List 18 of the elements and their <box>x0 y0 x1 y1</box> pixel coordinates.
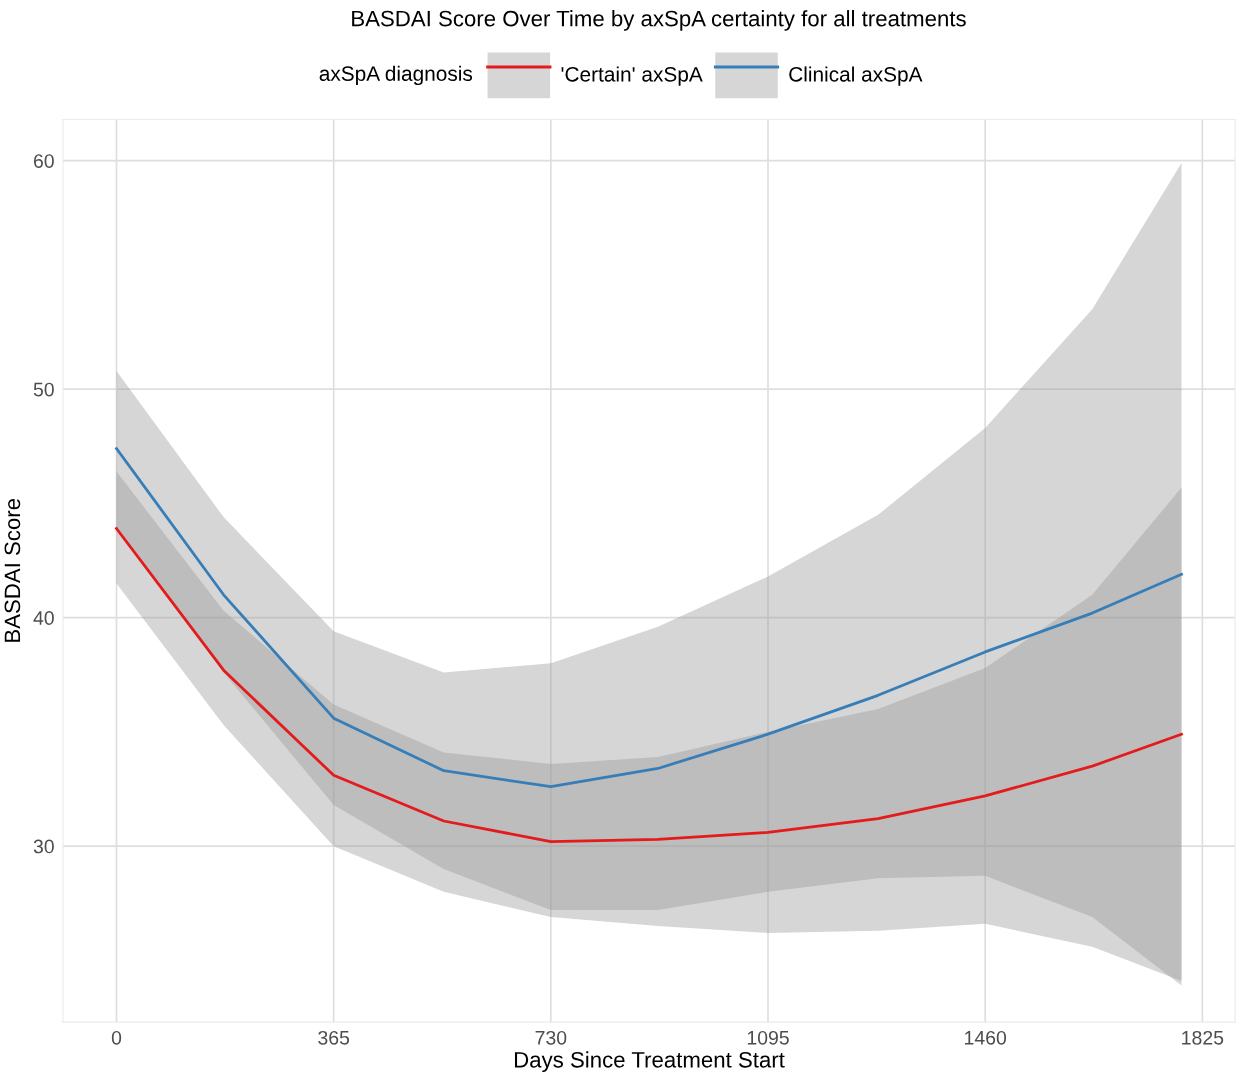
x-tick-label: 1825 <box>1182 1030 1224 1045</box>
x-tick-label: 730 <box>535 1030 567 1045</box>
y-tick-label: 60 <box>33 154 54 168</box>
x-tick-label: 1460 <box>965 1030 1007 1045</box>
y-axis-title: BASDAI Score <box>4 498 21 642</box>
x-tick-label: 0 <box>111 1030 122 1045</box>
y-tick-label: 50 <box>33 382 54 397</box>
legend-label: 'Certain' axSpA <box>561 66 703 86</box>
legend-title: axSpA diagnosis <box>319 65 473 86</box>
line-series <box>115 527 1183 843</box>
x-tick-label: 1095 <box>747 1030 789 1045</box>
line-series <box>115 447 1183 789</box>
legend-label: Clinical axSpA <box>789 66 923 86</box>
x-tick-label: 365 <box>318 1030 350 1045</box>
x-axis-title: Days Since Treatment Start <box>514 1051 785 1073</box>
y-tick-label: 40 <box>33 611 54 625</box>
y-tick-label: 30 <box>33 839 54 854</box>
chart-title: BASDAI Score Over Time by axSpA certainty for all treatments <box>352 10 966 31</box>
